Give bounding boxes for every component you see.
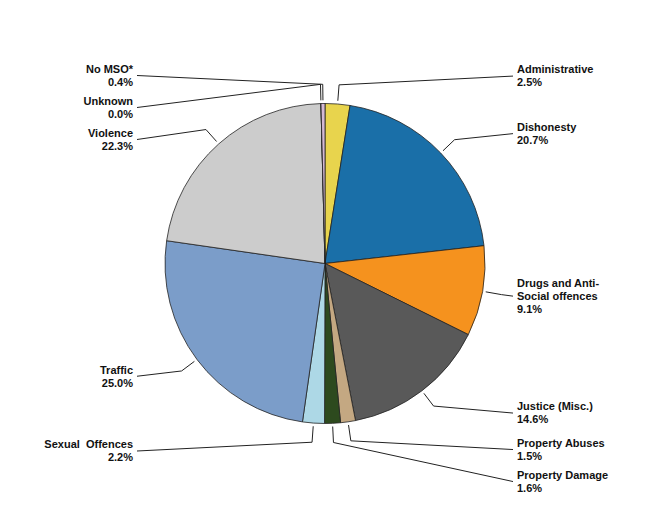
- leader-line: [333, 427, 513, 482]
- pie-slice: [165, 241, 325, 422]
- value-label: 25.0%: [102, 377, 133, 389]
- category-label: Sexual Offences: [44, 438, 133, 450]
- value-label: 1.5%: [517, 450, 542, 462]
- value-label: 2.5%: [517, 76, 542, 88]
- slice-label: Justice (Misc.)14.6%: [517, 400, 593, 425]
- pie-slice: [325, 105, 484, 263]
- category-label: Unknown: [84, 95, 134, 107]
- pie-slice: [321, 104, 325, 264]
- category-label: Justice (Misc.): [517, 400, 593, 412]
- category-label: Violence: [88, 127, 133, 139]
- category-label-line: Dishonesty: [517, 121, 577, 133]
- value-label: 0.4%: [108, 76, 133, 88]
- category-label-line: Justice (Misc.): [517, 400, 593, 412]
- leader-line: [486, 292, 513, 296]
- pie-slice: [325, 264, 341, 424]
- category-label: Property Abuses: [517, 437, 605, 449]
- leader-line: [137, 76, 323, 101]
- value-label: 22.3%: [102, 140, 133, 152]
- slice-label: Traffic25.0%: [100, 364, 133, 389]
- pie-slice: [321, 104, 325, 264]
- value-label: 1.6%: [517, 482, 542, 494]
- category-label-line: Property Abuses: [517, 437, 605, 449]
- slice-label: Property Damage1.6%: [517, 469, 608, 494]
- chart: Administrative2.5% Dishonesty20.7% Drugs a…: [0, 0, 650, 527]
- value-label: 9.1%: [517, 303, 542, 315]
- pie: [165, 104, 485, 424]
- pie-slice: [325, 264, 356, 423]
- leader-line: [349, 425, 513, 450]
- leader-line: [137, 130, 217, 142]
- slice-label: Unknown0.0%: [84, 95, 134, 120]
- category-label-line: No MSO*: [86, 63, 134, 75]
- leader-line: [137, 84, 321, 107]
- slice-label: Property Abuses1.5%: [517, 437, 605, 462]
- category-label-line: Administrative: [517, 63, 593, 75]
- category-label-line: Unknown: [84, 95, 134, 107]
- leader-line: [338, 76, 513, 101]
- category-label-line: Traffic: [100, 364, 133, 376]
- slice-label: Violence22.3%: [88, 127, 133, 152]
- category-label-line: Social offences: [517, 290, 598, 302]
- leader-line: [137, 426, 313, 451]
- leader-line: [137, 361, 194, 376]
- slice-label: No MSO*0.4%: [86, 63, 134, 88]
- category-label: Administrative: [517, 63, 593, 75]
- category-label: Dishonesty: [517, 121, 577, 133]
- category-label: Property Damage: [517, 469, 608, 481]
- slice-label: Administrative2.5%: [517, 63, 593, 88]
- category-label-line: Sexual Offences: [44, 438, 133, 450]
- pie-slice: [167, 104, 325, 264]
- leader-lines: [137, 76, 513, 482]
- leader-line: [443, 134, 513, 151]
- category-label: Traffic: [100, 364, 133, 376]
- slice-label: Sexual Offences2.2%: [44, 438, 133, 463]
- value-label: 20.7%: [517, 134, 548, 146]
- slice-labels: Administrative2.5% Dishonesty20.7% Drugs a…: [44, 63, 608, 494]
- value-label: 14.6%: [517, 413, 548, 425]
- slice-label: Drugs and Anti-Social offences9.1%: [517, 277, 599, 315]
- category-label: No MSO*: [86, 63, 134, 75]
- category-label: Drugs and Anti-Social offences: [517, 277, 599, 302]
- category-label-line: Drugs and Anti-: [517, 277, 599, 289]
- category-label-line: Property Damage: [517, 469, 608, 481]
- value-label: 0.0%: [108, 108, 133, 120]
- value-label: 2.2%: [108, 451, 133, 463]
- category-label-line: Violence: [88, 127, 133, 139]
- leader-line: [424, 393, 513, 413]
- slice-label: Dishonesty20.7%: [517, 121, 577, 146]
